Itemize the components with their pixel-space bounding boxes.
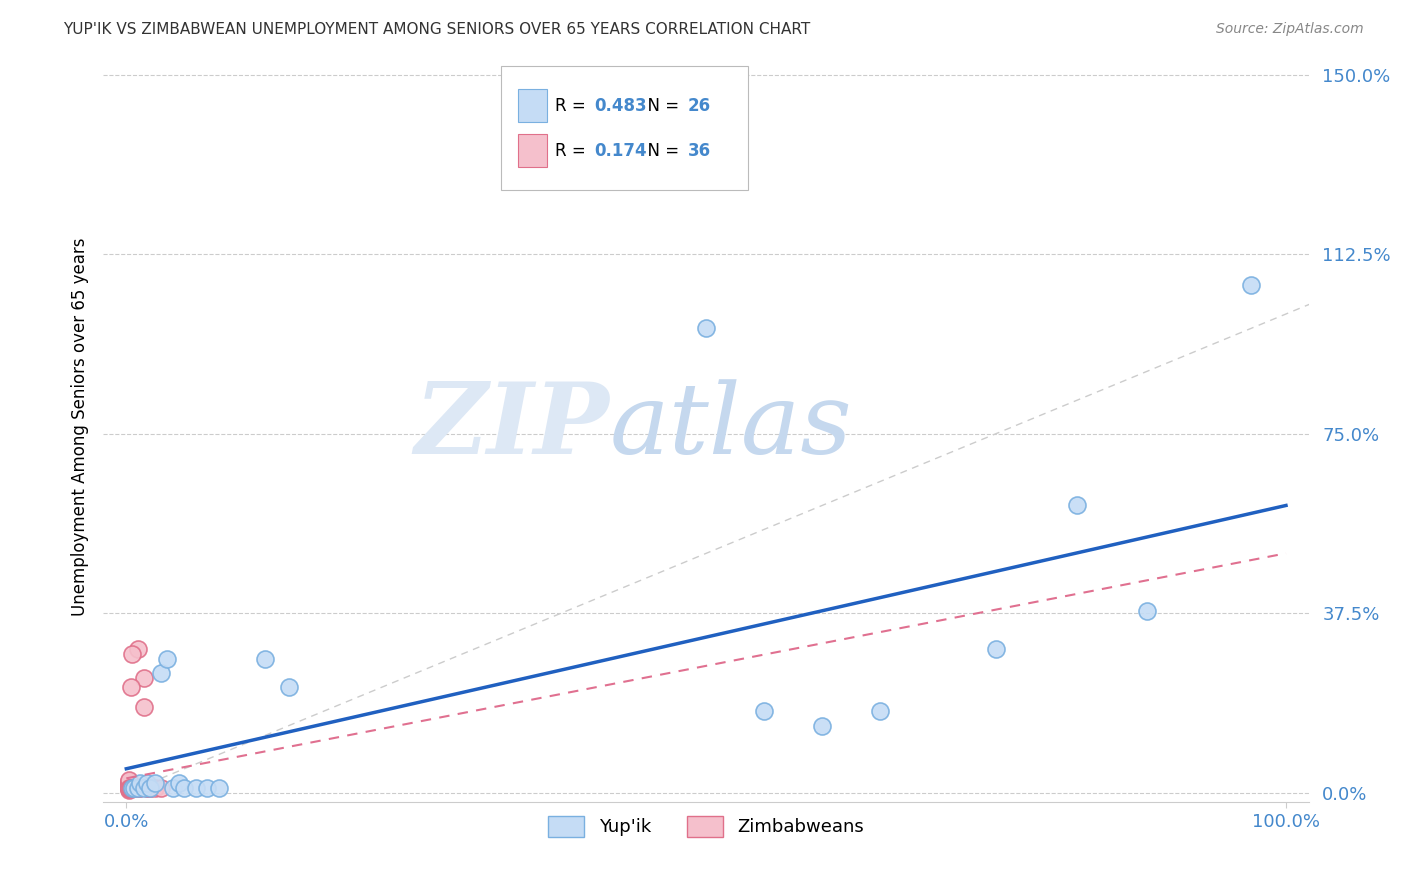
Point bbox=[117, 780, 139, 795]
Point bbox=[869, 704, 891, 718]
Point bbox=[120, 681, 142, 695]
Text: 36: 36 bbox=[688, 142, 711, 160]
Text: 0.174: 0.174 bbox=[593, 142, 647, 160]
Point bbox=[127, 780, 149, 795]
Point bbox=[122, 780, 145, 795]
FancyBboxPatch shape bbox=[501, 66, 748, 190]
Point bbox=[132, 780, 155, 795]
Point bbox=[117, 782, 139, 797]
Point bbox=[121, 647, 143, 661]
Point bbox=[1066, 499, 1088, 513]
Point bbox=[117, 779, 139, 793]
Point bbox=[1136, 604, 1159, 618]
Point bbox=[124, 780, 146, 795]
Text: atlas: atlas bbox=[610, 379, 852, 475]
Point bbox=[752, 704, 775, 718]
Point bbox=[150, 666, 173, 681]
FancyBboxPatch shape bbox=[517, 89, 547, 122]
Text: R =: R = bbox=[555, 142, 592, 160]
Point bbox=[277, 681, 299, 695]
Point bbox=[254, 651, 277, 665]
Point bbox=[122, 780, 145, 795]
Point bbox=[143, 776, 166, 790]
Point bbox=[117, 778, 139, 792]
Point bbox=[117, 775, 139, 789]
Point bbox=[156, 651, 179, 665]
Point bbox=[124, 780, 146, 795]
Legend: Yup'ik, Zimbabweans: Yup'ik, Zimbabweans bbox=[538, 807, 873, 846]
Point bbox=[132, 699, 155, 714]
Point bbox=[118, 780, 141, 795]
Point bbox=[117, 781, 139, 796]
Y-axis label: Unemployment Among Seniors over 65 years: Unemployment Among Seniors over 65 years bbox=[72, 237, 89, 615]
Text: N =: N = bbox=[637, 96, 685, 114]
Point bbox=[128, 780, 150, 795]
Point bbox=[162, 780, 184, 795]
Point bbox=[150, 780, 173, 795]
Point bbox=[138, 780, 160, 795]
Point bbox=[143, 780, 166, 795]
Point bbox=[120, 780, 142, 795]
Point bbox=[695, 321, 717, 335]
Text: ZIP: ZIP bbox=[415, 378, 610, 475]
Point bbox=[132, 671, 155, 685]
Point bbox=[129, 776, 152, 790]
Point bbox=[811, 719, 834, 733]
Point bbox=[125, 780, 148, 795]
Point bbox=[124, 780, 146, 795]
FancyBboxPatch shape bbox=[517, 134, 547, 167]
Point bbox=[129, 780, 152, 795]
Point bbox=[173, 780, 195, 795]
Point bbox=[121, 780, 143, 795]
Text: YUP'IK VS ZIMBABWEAN UNEMPLOYMENT AMONG SENIORS OVER 65 YEARS CORRELATION CHART: YUP'IK VS ZIMBABWEAN UNEMPLOYMENT AMONG … bbox=[63, 22, 810, 37]
Point bbox=[197, 780, 219, 795]
Point bbox=[167, 776, 190, 790]
Point bbox=[117, 773, 139, 788]
Point bbox=[136, 780, 159, 795]
Point bbox=[124, 780, 146, 795]
Point bbox=[136, 776, 159, 790]
Point bbox=[117, 772, 139, 787]
Point bbox=[127, 780, 149, 795]
Point bbox=[121, 780, 143, 795]
Point bbox=[127, 642, 149, 657]
Point bbox=[117, 780, 139, 794]
Text: Source: ZipAtlas.com: Source: ZipAtlas.com bbox=[1216, 22, 1364, 37]
Point bbox=[184, 780, 207, 795]
Text: 0.483: 0.483 bbox=[593, 96, 647, 114]
Point bbox=[117, 780, 139, 795]
Point bbox=[208, 780, 231, 795]
Text: N =: N = bbox=[637, 142, 685, 160]
Point bbox=[138, 780, 160, 795]
Point bbox=[117, 774, 139, 789]
Point bbox=[1240, 278, 1263, 293]
Point bbox=[136, 780, 159, 795]
Text: 26: 26 bbox=[688, 96, 711, 114]
Point bbox=[984, 642, 1007, 657]
Point bbox=[138, 780, 160, 795]
Text: R =: R = bbox=[555, 96, 592, 114]
Point bbox=[117, 783, 139, 797]
Point bbox=[117, 776, 139, 790]
